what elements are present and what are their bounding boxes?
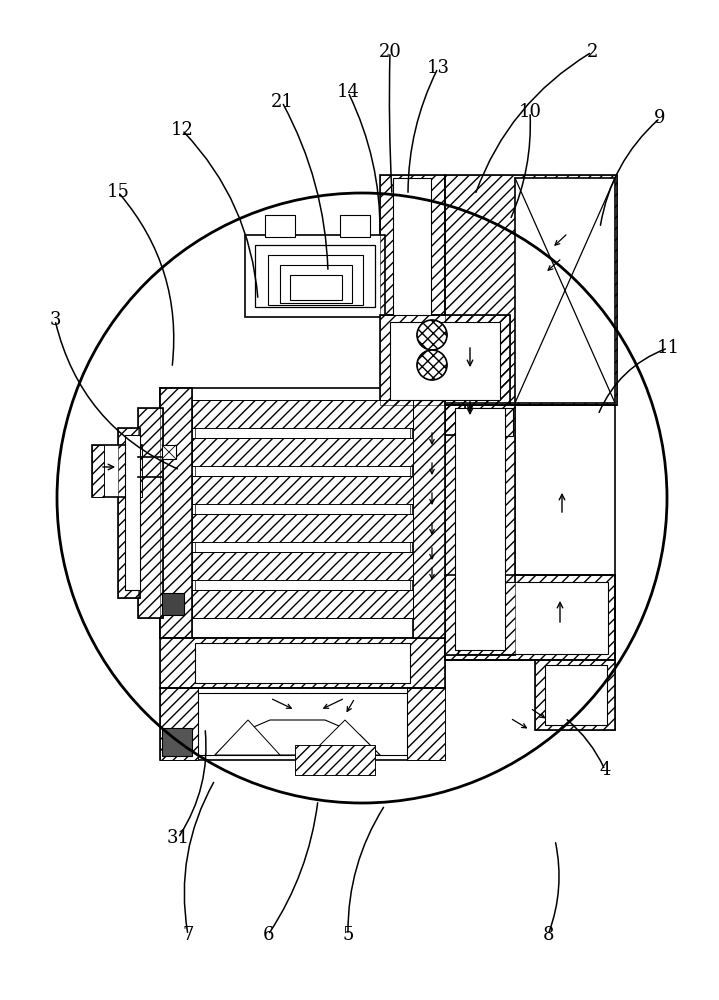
Bar (455, 408, 505, 650)
Circle shape (417, 320, 447, 350)
Bar (515, 178, 615, 403)
Text: 20: 20 (379, 43, 401, 61)
Bar (195, 643, 410, 683)
Bar (445, 405, 515, 655)
Text: 9: 9 (654, 109, 666, 127)
Bar (192, 400, 413, 428)
Bar (162, 593, 184, 615)
Bar (160, 388, 192, 638)
Bar (198, 693, 407, 755)
Bar (545, 665, 607, 725)
Bar (535, 660, 615, 730)
Text: 10: 10 (518, 103, 541, 121)
Bar (445, 175, 617, 405)
Bar (413, 388, 445, 638)
Bar (195, 504, 410, 514)
Text: 31: 31 (167, 829, 190, 847)
Bar (195, 580, 410, 590)
Circle shape (417, 350, 447, 380)
Bar (458, 582, 608, 654)
Text: 14: 14 (336, 83, 360, 101)
Bar (295, 745, 375, 775)
Bar (160, 688, 198, 760)
Polygon shape (215, 720, 380, 755)
Bar (192, 590, 413, 618)
Bar (445, 575, 615, 660)
Text: 2: 2 (586, 43, 597, 61)
Bar (160, 688, 198, 760)
Bar (535, 660, 615, 730)
Bar (255, 245, 375, 307)
Text: 15: 15 (106, 183, 129, 201)
Bar (380, 315, 510, 405)
Bar (160, 638, 445, 688)
Bar (390, 322, 500, 400)
Bar (160, 388, 192, 638)
Bar (130, 445, 142, 497)
Bar (265, 215, 295, 237)
Bar (445, 405, 465, 435)
Text: 7: 7 (183, 926, 193, 944)
Bar (192, 514, 413, 542)
Bar (380, 315, 510, 405)
Bar (195, 466, 410, 476)
Bar (380, 175, 445, 315)
Bar (92, 445, 104, 497)
Bar (445, 175, 617, 405)
Bar (160, 638, 445, 688)
Bar (407, 688, 445, 760)
Bar (160, 688, 445, 760)
Text: 12: 12 (170, 121, 193, 139)
Bar (268, 255, 363, 305)
Bar (192, 400, 413, 428)
Bar (290, 275, 342, 300)
Bar (160, 388, 445, 638)
Bar (445, 405, 515, 655)
Bar (162, 728, 192, 756)
Bar (445, 575, 615, 660)
Bar (192, 438, 413, 466)
Bar (92, 445, 104, 497)
Polygon shape (310, 720, 380, 755)
Bar (445, 405, 465, 435)
Bar (118, 428, 140, 598)
Bar (192, 552, 413, 580)
Text: 5: 5 (342, 926, 354, 944)
Bar (118, 428, 140, 598)
Text: 3: 3 (49, 311, 60, 329)
Text: 21: 21 (270, 93, 293, 111)
Bar (192, 552, 413, 580)
Bar (192, 514, 413, 542)
Bar (162, 445, 176, 459)
Bar (192, 476, 413, 504)
Bar (138, 408, 163, 618)
Bar (245, 235, 385, 317)
Bar (393, 178, 431, 315)
Bar (407, 688, 445, 760)
Bar (380, 175, 445, 315)
Bar (130, 445, 142, 497)
Text: 13: 13 (426, 59, 449, 77)
Bar (280, 265, 352, 303)
Bar (463, 408, 513, 436)
Bar (295, 745, 375, 775)
Bar (192, 438, 413, 466)
Bar (92, 445, 142, 497)
Bar (192, 590, 413, 618)
Bar (138, 408, 163, 618)
Polygon shape (215, 720, 280, 755)
Bar (340, 215, 370, 237)
Bar (195, 542, 410, 552)
Text: 11: 11 (656, 339, 679, 357)
Bar (195, 428, 410, 438)
Text: 4: 4 (600, 761, 610, 779)
Text: 6: 6 (262, 926, 274, 944)
Bar (125, 435, 140, 590)
Bar (192, 476, 413, 504)
Bar (413, 388, 445, 638)
Text: 8: 8 (542, 926, 554, 944)
